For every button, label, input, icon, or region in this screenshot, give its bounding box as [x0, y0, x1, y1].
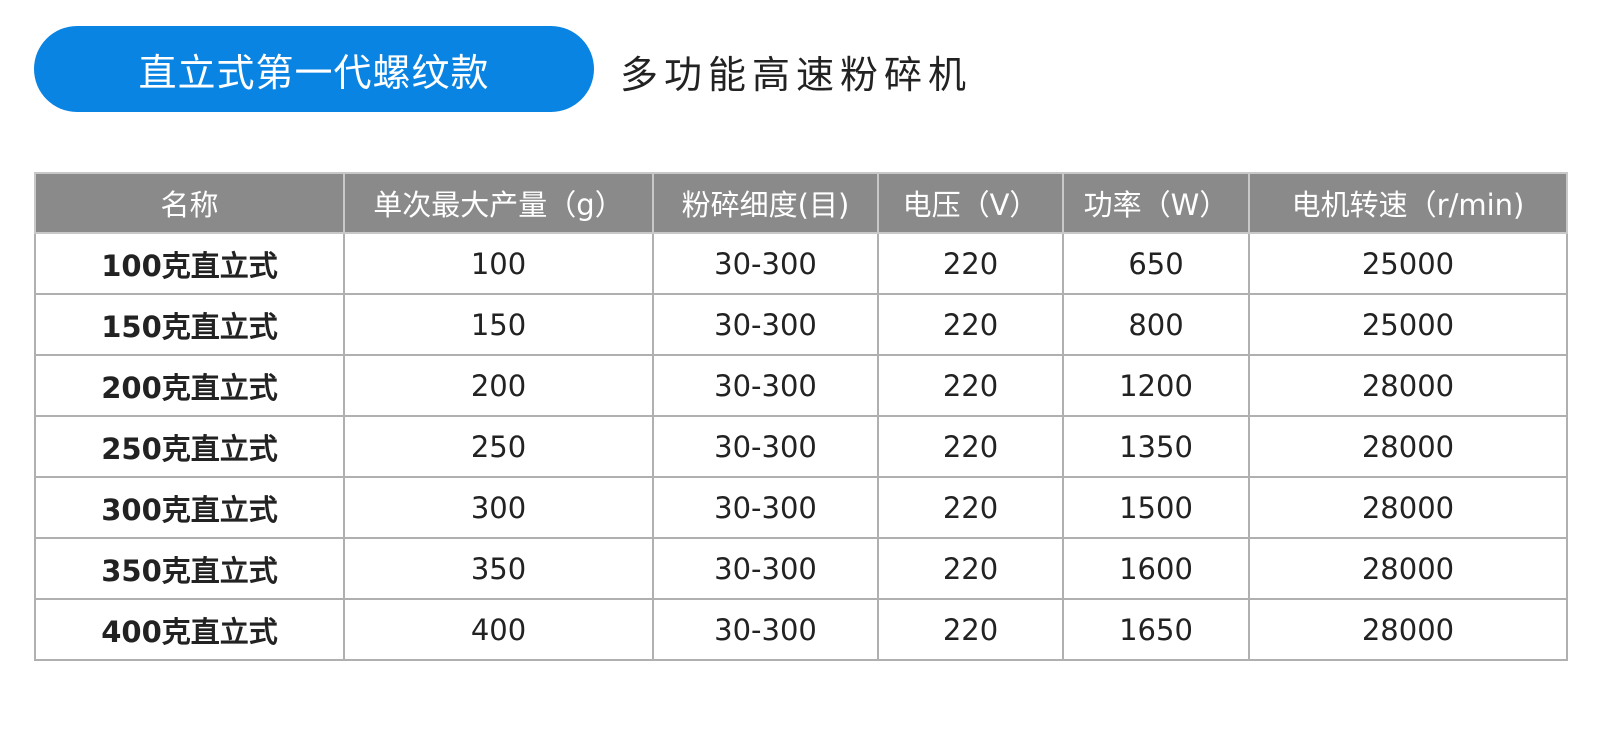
model-name-cell: 200克直立式	[34, 354, 345, 417]
table-row: 250克直立式 250 30-300 220 1350 28000	[34, 415, 1568, 478]
column-header: 电压（V）	[877, 172, 1064, 234]
table-cell: 30-300	[652, 293, 879, 356]
table-cell: 1650	[1062, 598, 1250, 661]
table-cell: 1200	[1062, 354, 1250, 417]
table-cell: 1350	[1062, 415, 1250, 478]
table-cell: 220	[877, 476, 1064, 539]
table-row: 100克直立式 100 30-300 220 650 25000	[34, 232, 1568, 295]
table-cell: 800	[1062, 293, 1250, 356]
table-cell: 1600	[1062, 537, 1250, 600]
table-cell: 28000	[1248, 415, 1568, 478]
table-cell: 400	[343, 598, 654, 661]
table-cell: 28000	[1248, 537, 1568, 600]
table-cell: 650	[1062, 232, 1250, 295]
model-badge: 直立式第一代螺纹款	[34, 26, 594, 112]
table-cell: 220	[877, 293, 1064, 356]
table-row: 200克直立式 200 30-300 220 1200 28000	[34, 354, 1568, 417]
table-cell: 25000	[1248, 293, 1568, 356]
table-cell: 28000	[1248, 598, 1568, 661]
page-title: 多功能高速粉碎机	[620, 53, 973, 97]
table-cell: 30-300	[652, 598, 879, 661]
table-cell: 220	[877, 232, 1064, 295]
table-header-row: 名称 单次最大产量（g） 粉碎细度(目) 电压（V） 功率（W） 电机转速（r/min)	[34, 172, 1568, 234]
table-cell: 250	[343, 415, 654, 478]
column-header: 功率（W）	[1062, 172, 1250, 234]
column-header: 电机转速（r/min)	[1248, 172, 1568, 234]
model-name-cell: 400克直立式	[34, 598, 345, 661]
column-header: 粉碎细度(目)	[652, 172, 879, 234]
table-cell: 220	[877, 537, 1064, 600]
table-cell: 28000	[1248, 354, 1568, 417]
table-cell: 300	[343, 476, 654, 539]
table-cell: 30-300	[652, 476, 879, 539]
model-name-cell: 100克直立式	[34, 232, 345, 295]
table-cell: 30-300	[652, 232, 879, 295]
table-cell: 220	[877, 354, 1064, 417]
table-cell: 220	[877, 598, 1064, 661]
model-name-cell: 350克直立式	[34, 537, 345, 600]
column-header: 名称	[34, 172, 345, 234]
table-cell: 220	[877, 415, 1064, 478]
table-cell: 30-300	[652, 537, 879, 600]
table-cell: 200	[343, 354, 654, 417]
table-cell: 30-300	[652, 354, 879, 417]
model-name-cell: 150克直立式	[34, 293, 345, 356]
table-cell: 25000	[1248, 232, 1568, 295]
table-cell: 1500	[1062, 476, 1250, 539]
model-name-cell: 250克直立式	[34, 415, 345, 478]
table-row: 400克直立式 400 30-300 220 1650 28000	[34, 598, 1568, 661]
table-row: 300克直立式 300 30-300 220 1500 28000	[34, 476, 1568, 539]
table-row: 350克直立式 350 30-300 220 1600 28000	[34, 537, 1568, 600]
table-cell: 350	[343, 537, 654, 600]
model-name-cell: 300克直立式	[34, 476, 345, 539]
table-cell: 28000	[1248, 476, 1568, 539]
table-cell: 30-300	[652, 415, 879, 478]
table-cell: 150	[343, 293, 654, 356]
table-cell: 100	[343, 232, 654, 295]
table-row: 150克直立式 150 30-300 220 800 25000	[34, 293, 1568, 356]
spec-table: 名称 单次最大产量（g） 粉碎细度(目) 电压（V） 功率（W） 电机转速（r/min) …	[34, 172, 1568, 661]
column-header: 单次最大产量（g）	[343, 172, 654, 234]
